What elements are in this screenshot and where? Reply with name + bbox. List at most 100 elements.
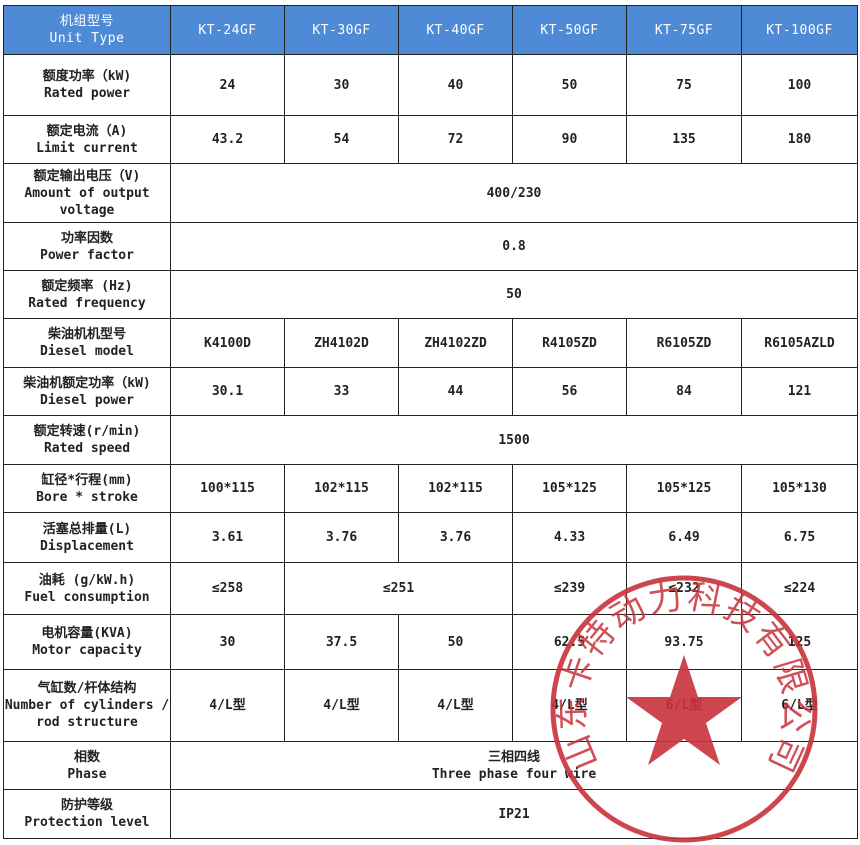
row-label-en: Number of cylinders / rod structure bbox=[4, 698, 170, 730]
value-cell: 102*115 bbox=[398, 464, 513, 513]
value-cell: 3.76 bbox=[398, 512, 513, 563]
cell-value: 0.8 bbox=[502, 239, 526, 254]
row-label-cn: 功率因数 bbox=[60, 230, 113, 246]
row-label-cn: 缸径*行程(mm) bbox=[41, 472, 133, 488]
row-label-en: Rated power bbox=[43, 86, 131, 101]
cell-value: 3.61 bbox=[211, 530, 244, 545]
cell-value: 84 bbox=[676, 384, 692, 399]
row-label-cn: 额定频率 (Hz) bbox=[41, 278, 133, 294]
row-label-cn: 相数 bbox=[73, 749, 100, 765]
cell-value: 33 bbox=[333, 384, 350, 399]
value-cell: 121 bbox=[741, 367, 858, 416]
cell-value: ≤224 bbox=[783, 581, 816, 596]
row-label: 柴油机机型号 Diesel model bbox=[3, 318, 171, 368]
value-cell: ZH4102ZD bbox=[398, 318, 513, 368]
table-row: 额度功率（kW) Rated power 24 30 40 50 75 100 bbox=[3, 54, 858, 116]
cell-value: 4/L型 bbox=[323, 698, 360, 713]
value-cell: 50 bbox=[398, 614, 513, 670]
cell-value: 30 bbox=[219, 634, 236, 650]
row-label-en: Protection level bbox=[24, 815, 150, 830]
cell-value: 44 bbox=[447, 384, 464, 399]
value-cell: 50 bbox=[170, 270, 858, 319]
cell-value: 4/L型 bbox=[209, 698, 246, 713]
cell-value-en: Three phase four wire bbox=[431, 766, 597, 782]
value-cell: 62.5 bbox=[512, 614, 627, 670]
row-label-en: Rated speed bbox=[43, 441, 131, 456]
row-label-cn: 额定电流（A) bbox=[46, 123, 128, 139]
value-cell: 4/L型 bbox=[284, 669, 399, 742]
table-row: 额定转速(r/min) Rated speed 1500 bbox=[3, 415, 858, 465]
value-cell: 90 bbox=[512, 115, 627, 164]
cell-value: 180 bbox=[787, 132, 812, 147]
cell-value: 50 bbox=[506, 287, 522, 302]
cell-value: 400/230 bbox=[486, 185, 542, 201]
cell-value: 4/L型 bbox=[437, 698, 474, 713]
cell-value: 30.1 bbox=[211, 384, 244, 399]
value-cell: 30 bbox=[170, 614, 285, 670]
cell-value: 105*125 bbox=[656, 481, 712, 496]
value-cell: 100*115 bbox=[170, 464, 285, 513]
value-cell: 3.61 bbox=[170, 512, 285, 563]
value-cell: R6105ZD bbox=[626, 318, 742, 368]
cell-value: 102*115 bbox=[314, 481, 369, 496]
row-label: 缸径*行程(mm) Bore * stroke bbox=[3, 464, 171, 513]
value-cell: ≤251 bbox=[284, 562, 513, 615]
model-header: KT-40GF bbox=[398, 5, 513, 55]
cell-value: 54 bbox=[333, 132, 350, 147]
cell-value: IP21 bbox=[498, 806, 530, 822]
value-cell: 4/L型 bbox=[170, 669, 285, 742]
table-row: 功率因数 Power factor 0.8 bbox=[3, 222, 858, 271]
row-label-cn: 气缸数/杆体结构 bbox=[37, 681, 137, 696]
value-cell: 100 bbox=[741, 54, 858, 116]
value-cell: 56 bbox=[512, 367, 627, 416]
row-label-cn: 电机容量(KVA) bbox=[41, 626, 133, 641]
row-label-cn: 额定输出电压（V) bbox=[33, 168, 141, 184]
value-cell: 84 bbox=[626, 367, 742, 416]
row-label: 活塞总排量(L) Displacement bbox=[3, 512, 171, 563]
cell-value: 3.76 bbox=[325, 530, 358, 545]
value-cell: ≤258 bbox=[170, 562, 285, 615]
row-label-cn: 活塞总排量(L) bbox=[42, 521, 132, 537]
model-header: KT-30GF bbox=[284, 5, 399, 55]
cell-value: 三相四线 bbox=[487, 749, 540, 765]
value-cell: 6.75 bbox=[741, 512, 858, 563]
row-label-en: Motor capacity bbox=[32, 643, 142, 658]
row-label: 油耗 (g/kW.h) Fuel consumption bbox=[3, 562, 171, 615]
row-label: 气缸数/杆体结构 Number of cylinders / rod struct… bbox=[3, 669, 171, 742]
table-row: 活塞总排量(L) Displacement 3.61 3.76 3.76 4.33 6.49… bbox=[3, 512, 858, 563]
table-row: 防护等级 Protection level IP21 bbox=[3, 789, 858, 839]
table-row: 缸径*行程(mm) Bore * stroke 100*115 102*115 102*… bbox=[3, 464, 858, 513]
cell-value: 6/L型 bbox=[781, 698, 818, 713]
cell-value: 100*115 bbox=[200, 481, 255, 496]
value-cell: 4/L型 bbox=[512, 669, 627, 742]
cell-value: 125 bbox=[787, 634, 812, 650]
value-cell: 1500 bbox=[170, 415, 858, 465]
value-cell: ≤239 bbox=[512, 562, 627, 615]
value-cell: 24 bbox=[170, 54, 285, 116]
row-label-en: Phase bbox=[67, 766, 107, 782]
cell-value: 72 bbox=[447, 132, 464, 147]
value-cell: 44 bbox=[398, 367, 513, 416]
header-label-en: Unit Type bbox=[49, 31, 125, 46]
row-label: 额定输出电压（V) Amount of output voltage bbox=[3, 163, 171, 223]
table-row: 额定频率 (Hz) Rated frequency 50 bbox=[3, 270, 858, 319]
value-cell: 6/L型 bbox=[626, 669, 742, 742]
model-header: KT-100GF bbox=[741, 5, 858, 55]
row-label-cn: 额定转速(r/min) bbox=[33, 424, 141, 439]
cell-value: 24 bbox=[219, 77, 236, 93]
value-cell: 400/230 bbox=[170, 163, 858, 223]
value-cell: 43.2 bbox=[170, 115, 285, 164]
row-label: 额定转速(r/min) Rated speed bbox=[3, 415, 171, 465]
row-label: 功率因数 Power factor bbox=[3, 222, 171, 271]
row-label-en: Diesel power bbox=[40, 392, 134, 408]
table-row: 油耗 (g/kW.h) Fuel consumption ≤258 ≤251 ≤239 ≤… bbox=[3, 562, 858, 615]
cell-value: K4100D bbox=[204, 335, 251, 351]
cell-value: 121 bbox=[787, 384, 812, 399]
value-cell: 4/L型 bbox=[398, 669, 513, 742]
row-label-en: Diesel model bbox=[40, 344, 134, 359]
table-row: 柴油机额定功率（kW) Diesel power 30.1 33 44 56 84 121 bbox=[3, 367, 858, 416]
value-cell: 102*115 bbox=[284, 464, 399, 513]
cell-value: 4/L型 bbox=[551, 698, 588, 713]
cell-value: R6105ZD bbox=[656, 335, 712, 351]
value-cell: 75 bbox=[626, 54, 742, 116]
